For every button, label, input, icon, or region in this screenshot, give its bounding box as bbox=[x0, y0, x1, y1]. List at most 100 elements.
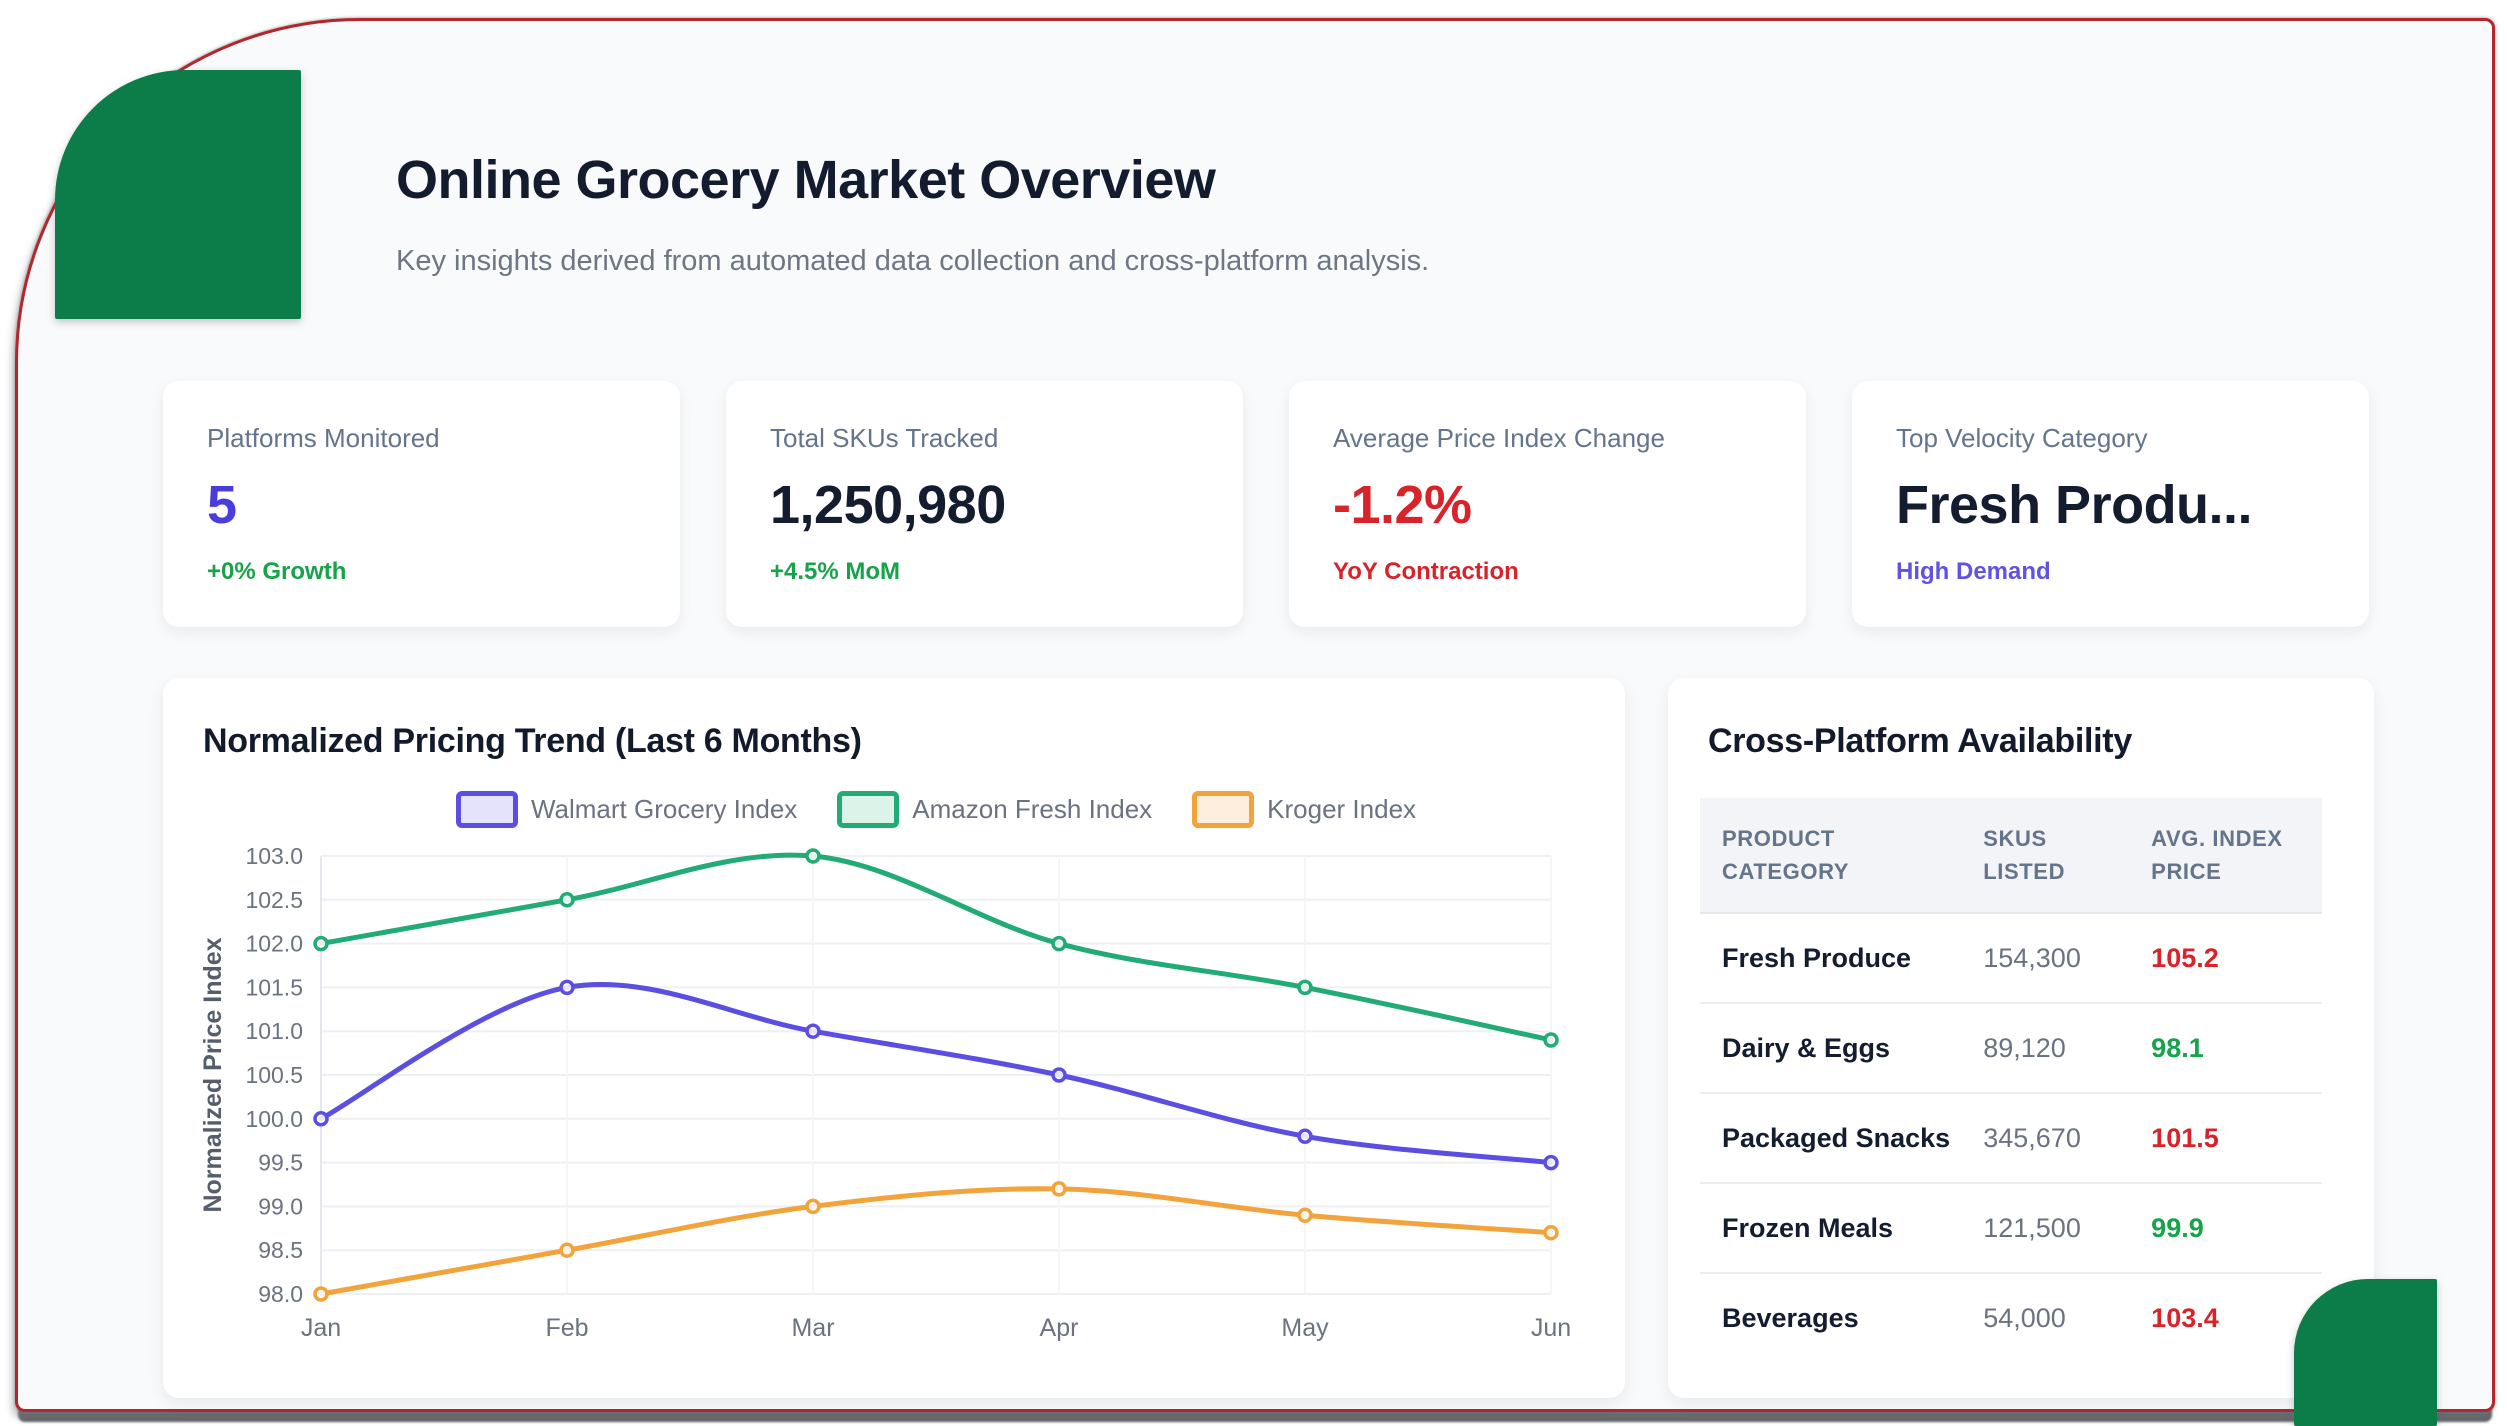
data-point bbox=[559, 892, 575, 908]
data-point bbox=[313, 1111, 329, 1127]
cell-category: Frozen Meals bbox=[1700, 1182, 1962, 1273]
cell-category: Dairy & Eggs bbox=[1700, 1002, 1962, 1093]
data-point bbox=[1051, 935, 1067, 952]
y-axis-title: Normalized Price Index bbox=[199, 937, 227, 1212]
table-row: Dairy & Eggs 89,120 98.1 bbox=[1700, 1002, 2322, 1093]
y-tick-label: 100.0 bbox=[245, 1106, 303, 1132]
x-tick-label: May bbox=[1281, 1314, 1329, 1342]
y-tick-label: 98.0 bbox=[258, 1281, 303, 1307]
decorative-corner-bottom-right bbox=[2294, 1279, 2437, 1426]
legend-swatch-icon bbox=[455, 790, 518, 828]
table-row: Fresh Produce 154,300 105.2 bbox=[1700, 912, 2322, 1003]
availability-table-body: Fresh Produce 154,300 105.2 Dairy & Eggs 89,… bbox=[1700, 912, 2322, 1362]
data-point bbox=[1051, 1181, 1067, 1197]
y-tick-label: 101.5 bbox=[245, 974, 303, 1000]
data-point bbox=[313, 1286, 329, 1302]
table-row: Packaged Snacks 345,670 101.5 bbox=[1700, 1092, 2322, 1183]
availability-table-head: PRODUCT CATEGORY SKUS LISTED AVG. INDEX PR… bbox=[1700, 798, 2322, 913]
data-point bbox=[1297, 1207, 1313, 1223]
cell-price: 101.5 bbox=[2129, 1092, 2322, 1183]
data-point bbox=[1543, 1224, 1559, 1241]
table-column-header: SKUS LISTED bbox=[1961, 798, 2130, 913]
x-tick-label: Mar bbox=[791, 1314, 834, 1342]
availability-card: Cross-Platform Availability PRODUCT CATE… bbox=[1668, 678, 2374, 1398]
legend-label: Kroger Index bbox=[1267, 793, 1417, 824]
data-point bbox=[805, 1198, 821, 1215]
y-tick-label: 103.0 bbox=[245, 843, 303, 869]
data-point bbox=[1543, 1032, 1559, 1048]
data-point bbox=[313, 935, 329, 952]
legend-item[interactable]: Amazon Fresh Index bbox=[837, 790, 1153, 828]
cell-skus: 154,300 bbox=[1961, 912, 2130, 1003]
cell-skus: 121,500 bbox=[1961, 1182, 2130, 1273]
stat-card-2: Total SKUs Tracked 1,250,980 +4.5% MoM bbox=[726, 381, 1243, 627]
stat-sub: YoY Contraction bbox=[1333, 558, 1519, 585]
y-tick-label: 102.5 bbox=[245, 887, 303, 913]
x-tick-label: Feb bbox=[545, 1314, 588, 1342]
stat-value: -1.2% bbox=[1333, 475, 1472, 535]
legend-swatch-icon bbox=[837, 790, 900, 828]
data-point bbox=[559, 979, 575, 996]
chart-legend: Walmart Grocery Index Amazon Fresh Index K… bbox=[321, 786, 1551, 832]
series-line bbox=[318, 982, 1554, 1166]
page-subtitle: Key insights derived from automated data… bbox=[396, 245, 1430, 277]
stat-card-4: Top Velocity Category Fresh Produ... High … bbox=[1852, 381, 2369, 627]
y-tick-label: 98.5 bbox=[258, 1237, 303, 1263]
chart-title: Normalized Pricing Trend (Last 6 Months) bbox=[203, 722, 862, 760]
legend-swatch-icon bbox=[1192, 790, 1255, 828]
data-point bbox=[559, 1242, 575, 1258]
y-tick-label: 99.5 bbox=[258, 1150, 303, 1176]
x-tick-label: Apr bbox=[1040, 1314, 1079, 1342]
page-title: Online Grocery Market Overview bbox=[396, 150, 1216, 210]
legend-label: Amazon Fresh Index bbox=[912, 793, 1153, 824]
dashboard-page: Online Grocery Market Overview Key insig… bbox=[15, 18, 2495, 1412]
pricing-trend-card: Normalized Pricing Trend (Last 6 Months)… bbox=[163, 678, 1625, 1398]
stat-sub: +4.5% MoM bbox=[770, 558, 901, 585]
data-point bbox=[805, 1023, 821, 1039]
stat-value: 1,250,980 bbox=[770, 475, 1006, 535]
table-column-header: PRODUCT CATEGORY bbox=[1700, 798, 1962, 913]
pricing-chart-svg: 98.0 98.5 99.0 99.5 100.0 100.5 101.0 101.5 102.… bbox=[199, 843, 1571, 1342]
cell-category: Packaged Snacks bbox=[1700, 1092, 1962, 1183]
stat-cards-row: Platforms Monitored 5 +0% Growth Total SKUs… bbox=[163, 381, 2369, 627]
stat-sub: High Demand bbox=[1896, 558, 2051, 585]
legend-item[interactable]: Kroger Index bbox=[1192, 790, 1417, 828]
data-point bbox=[805, 848, 821, 864]
stat-card-3: Average Price Index Change -1.2% YoY Contr… bbox=[1289, 381, 1806, 627]
table-header-row: PRODUCT CATEGORY SKUS LISTED AVG. INDEX PR… bbox=[1700, 798, 2322, 913]
cell-category: Beverages bbox=[1700, 1272, 1962, 1362]
stat-label: Top Velocity Category bbox=[1896, 423, 2148, 453]
cell-price: 98.1 bbox=[2129, 1002, 2322, 1093]
cell-category: Fresh Produce bbox=[1700, 912, 1962, 1003]
stat-label: Total SKUs Tracked bbox=[770, 423, 999, 453]
cell-price: 103.4 bbox=[2129, 1272, 2322, 1362]
y-tick-label: 102.0 bbox=[245, 931, 303, 957]
data-point bbox=[1543, 1154, 1559, 1171]
series-line bbox=[318, 852, 1554, 1043]
data-point bbox=[1297, 979, 1313, 996]
stat-label: Platforms Monitored bbox=[207, 423, 440, 453]
y-tick-label: 100.5 bbox=[245, 1062, 303, 1088]
table-column-header: AVG. INDEX PRICE bbox=[2129, 798, 2322, 913]
stat-card-1: Platforms Monitored 5 +0% Growth bbox=[163, 381, 680, 627]
table-row: Frozen Meals 121,500 99.9 bbox=[1700, 1182, 2322, 1273]
cell-price: 105.2 bbox=[2129, 912, 2322, 1003]
availability-table: PRODUCT CATEGORY SKUS LISTED AVG. INDEX PR… bbox=[1700, 798, 2322, 1362]
y-tick-label: 99.0 bbox=[258, 1193, 303, 1219]
stat-label: Average Price Index Change bbox=[1333, 423, 1665, 453]
cell-price: 99.9 bbox=[2129, 1182, 2322, 1273]
stat-value: 5 bbox=[207, 475, 237, 535]
cell-skus: 345,670 bbox=[1961, 1092, 2130, 1183]
x-tick-label: Jan bbox=[301, 1314, 341, 1342]
cell-skus: 89,120 bbox=[1961, 1002, 2130, 1093]
x-tick-label: Jun bbox=[1531, 1314, 1571, 1342]
table-title: Cross-Platform Availability bbox=[1708, 722, 2132, 760]
legend-label: Walmart Grocery Index bbox=[530, 793, 798, 824]
stat-sub: +0% Growth bbox=[207, 558, 347, 585]
decorative-corner-top-left bbox=[55, 70, 301, 319]
legend-item[interactable]: Walmart Grocery Index bbox=[455, 790, 798, 828]
y-tick-label: 101.0 bbox=[245, 1018, 303, 1044]
data-point bbox=[1297, 1128, 1313, 1145]
stat-value: Fresh Produ... bbox=[1896, 475, 2253, 535]
